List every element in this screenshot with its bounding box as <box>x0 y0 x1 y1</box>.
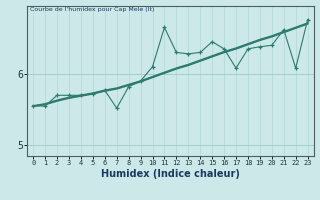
Text: Courbe de l'humidex pour Cap Mele (It): Courbe de l'humidex pour Cap Mele (It) <box>30 7 155 12</box>
X-axis label: Humidex (Indice chaleur): Humidex (Indice chaleur) <box>101 169 240 179</box>
